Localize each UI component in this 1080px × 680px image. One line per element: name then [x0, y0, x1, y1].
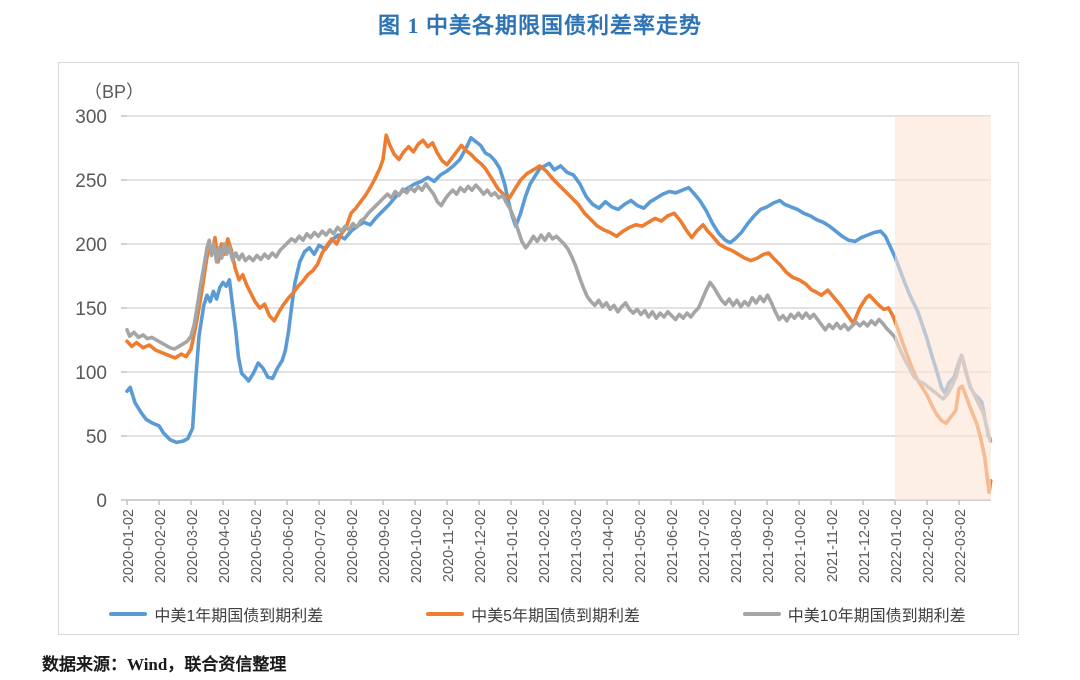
y-tick-label-200: 200	[75, 235, 107, 256]
legend-swatch-1y-icon	[109, 611, 148, 617]
highlight-region	[895, 116, 991, 500]
legend-item-10y: 中美10年期国债到期利差	[742, 602, 966, 626]
x-tick-label-5: 2020-06-02	[281, 509, 297, 583]
x-tick-label-9: 2020-10-02	[409, 509, 425, 583]
x-tick-label-20: 2021-09-02	[761, 509, 777, 583]
x-tick-label-12: 2021-01-02	[505, 509, 521, 583]
x-tick-label-18: 2021-07-02	[697, 509, 713, 583]
x-tick-label-7: 2020-08-02	[345, 509, 361, 583]
x-tick-label-23: 2021-12-02	[857, 509, 873, 583]
source-note: 数据来源：Wind，联合资信整理	[42, 655, 287, 674]
y-tick-label-50: 50	[86, 427, 107, 448]
chart-canvas: 0 50 100 150 200 250 300 2020-01-02 2020-02-02 20…	[75, 107, 993, 583]
series-line-2	[125, 182, 993, 443]
x-tick-label-22: 2021-11-02	[825, 509, 841, 582]
x-tick-label-6: 2020-07-02	[313, 509, 329, 583]
x-tick-label-15: 2021-04-02	[601, 509, 617, 583]
series-line-0	[125, 136, 992, 445]
x-tick-label-21: 2021-10-02	[793, 509, 809, 583]
x-tick-label-10: 2020-11-02	[441, 509, 457, 582]
y-tick-label-300: 300	[75, 107, 107, 128]
legend-item-5y: 中美5年期国债到期利差	[426, 602, 640, 626]
legend-swatch-10y-icon	[742, 611, 781, 617]
x-tick-label-17: 2021-06-02	[665, 509, 681, 583]
x-tick-label-11: 2020-12-02	[473, 509, 489, 583]
x-tick-label-26: 2022-03-02	[953, 509, 969, 583]
y-tick-label-0: 0	[96, 491, 107, 512]
x-tick-label-14: 2021-03-02	[569, 509, 585, 583]
legend-label-10y: 中美10年期国债到期利差	[787, 608, 966, 625]
y-tick-label-100: 100	[75, 363, 107, 384]
chart-frame: 0 50 100 150 200 250 300 2020-01-02 2020-02-02 20…	[58, 62, 1019, 635]
x-tick-label-3: 2020-04-02	[217, 509, 233, 583]
y-tick-label-250: 250	[75, 171, 107, 192]
x-tick-label-19: 2021-08-02	[729, 509, 745, 583]
chart-title: 图 1 中美各期限国债利差率走势	[377, 13, 702, 38]
legend: 中美1年期国债到期利差 中美5年期国债到期利差 中美10年期国债到期利差	[58, 602, 1017, 626]
x-tick-label-24: 2022-01-02	[889, 509, 905, 583]
y-axis-unit-label: （BP）	[84, 82, 145, 102]
series-line-1	[125, 133, 993, 495]
legend-label-5y: 中美5年期国债到期利差	[471, 608, 640, 625]
x-tick-label-25: 2022-02-02	[921, 509, 937, 583]
legend-swatch-5y-icon	[426, 611, 465, 617]
legend-item-1y: 中美1年期国债到期利差	[109, 602, 323, 626]
x-tick-label-8: 2020-09-02	[377, 509, 393, 583]
x-tick-label-1: 2020-02-02	[153, 509, 169, 583]
x-tick-label-16: 2021-05-02	[633, 509, 649, 583]
x-tick-label-13: 2021-02-02	[537, 509, 553, 583]
legend-label-1y: 中美1年期国债到期利差	[154, 608, 324, 625]
x-tick-label-4: 2020-05-02	[249, 509, 265, 583]
x-tick-label-0: 2020-01-02	[121, 509, 137, 583]
y-tick-label-150: 150	[75, 299, 107, 320]
x-tick-label-2: 2020-03-02	[185, 509, 201, 583]
